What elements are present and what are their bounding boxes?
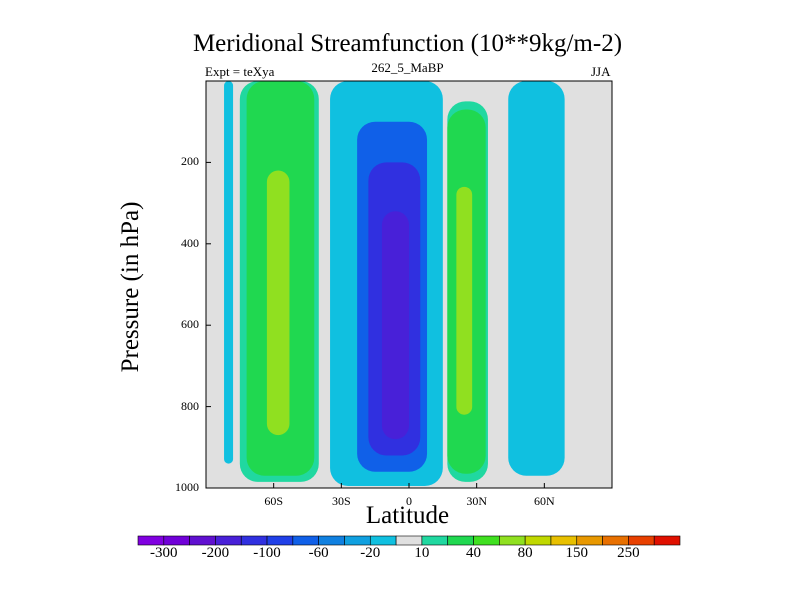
chart-title: Meridional Streamfunction (10**9kg/m-2) (192, 30, 623, 57)
colorbar-swatch-5 (266, 535, 294, 546)
x-tick-label: 60S (264, 494, 283, 508)
colorbar-swatch-16 (550, 535, 578, 546)
colorbar-label: -60 (308, 545, 329, 561)
x-axis-title: Latitude (365, 502, 450, 529)
season-label: JJA (591, 64, 611, 79)
colorbar-label: -200 (201, 545, 230, 561)
colorbar-swatch-15 (524, 535, 552, 546)
colorbar-swatch-20 (653, 535, 681, 546)
x-tick-label: 30N (466, 494, 487, 508)
colorbar-label: -20 (360, 545, 381, 561)
colorbar-label: 250 (617, 545, 640, 561)
contour-region-5 (266, 170, 290, 436)
colorbar-swatch-12 (447, 535, 474, 546)
colorbar-swatch-19 (628, 535, 655, 546)
contour-region-2 (508, 81, 565, 476)
contour-region-12 (381, 211, 409, 440)
contour-region-8 (456, 186, 473, 415)
colorbar-swatch-2 (189, 535, 216, 546)
colorbar-swatch-4 (240, 535, 268, 546)
experiment-label: Expt = teXya (205, 64, 275, 79)
colorbar-swatch-7 (318, 535, 345, 546)
colorbar-label: 40 (466, 545, 482, 561)
colorbar-swatch-17 (576, 535, 603, 546)
colorbar-swatch-1 (163, 535, 190, 546)
y-tick-label: 600 (181, 317, 199, 332)
y-axis-title: Pressure (in hPa) (117, 201, 144, 373)
x-tick-label: 0 (406, 494, 412, 508)
x-tick-label: 30S (331, 494, 351, 508)
colorbar-swatch-18 (602, 535, 629, 546)
y-tick-label: 1000 (175, 480, 199, 494)
subtitle: 262_5_MaBP (371, 60, 444, 75)
colorbar-swatch-11 (421, 535, 449, 546)
colorbar-swatch-10 (395, 535, 423, 546)
y-tick-label: 800 (181, 398, 199, 413)
y-tick-label: 200 (181, 154, 199, 169)
colorbar-label: 80 (517, 545, 533, 561)
colorbar-label: -100 (253, 545, 281, 561)
colorbar-swatch-6 (292, 535, 319, 546)
colorbar-swatch-13 (473, 535, 500, 546)
x-tick-label: 60N (533, 494, 555, 508)
colorbar-label: 10 (414, 545, 430, 561)
colorbar-swatch-8 (344, 535, 371, 546)
colorbar-label: -300 (150, 545, 178, 561)
colorbar-label: 150 (565, 545, 589, 561)
colorbar-swatch-3 (215, 535, 242, 546)
y-tick-label: 400 (181, 235, 199, 250)
colorbar-swatch-9 (369, 535, 397, 546)
colorbar-swatch-14 (499, 535, 526, 546)
contour-region-1 (224, 81, 234, 464)
colorbar-swatch-0 (137, 535, 165, 546)
